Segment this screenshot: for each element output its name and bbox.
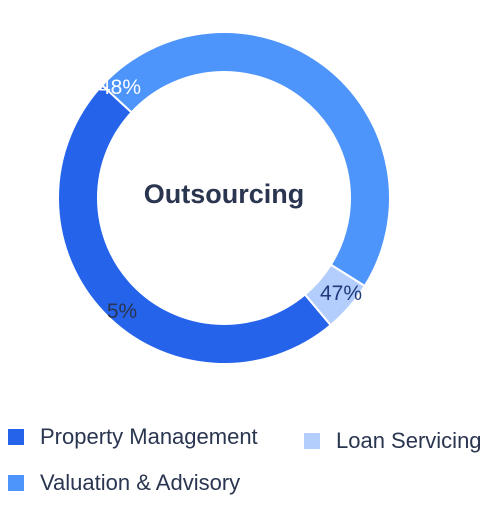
chart-title: Outsourcing — [144, 179, 305, 209]
slice-label-valuation-advisory: 47% — [320, 282, 362, 305]
slice-property-management[interactable] — [57, 83, 333, 365]
slice-label-loan-servicing: 5% — [107, 300, 137, 323]
slice-label-property-management: 48% — [99, 76, 141, 99]
slice-valuation-advisory[interactable] — [100, 31, 391, 288]
slice-labels: 48% 47% 5% — [99, 76, 362, 323]
donut-slices — [57, 31, 391, 365]
slice-loan-servicing[interactable] — [303, 263, 367, 327]
